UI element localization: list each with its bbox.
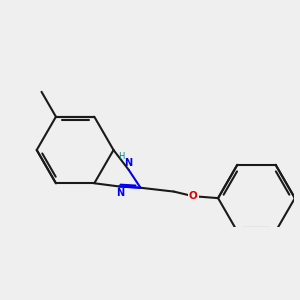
Text: H: H: [118, 152, 125, 161]
Text: N: N: [116, 188, 124, 198]
Text: O: O: [189, 191, 197, 201]
Text: N: N: [124, 158, 133, 168]
